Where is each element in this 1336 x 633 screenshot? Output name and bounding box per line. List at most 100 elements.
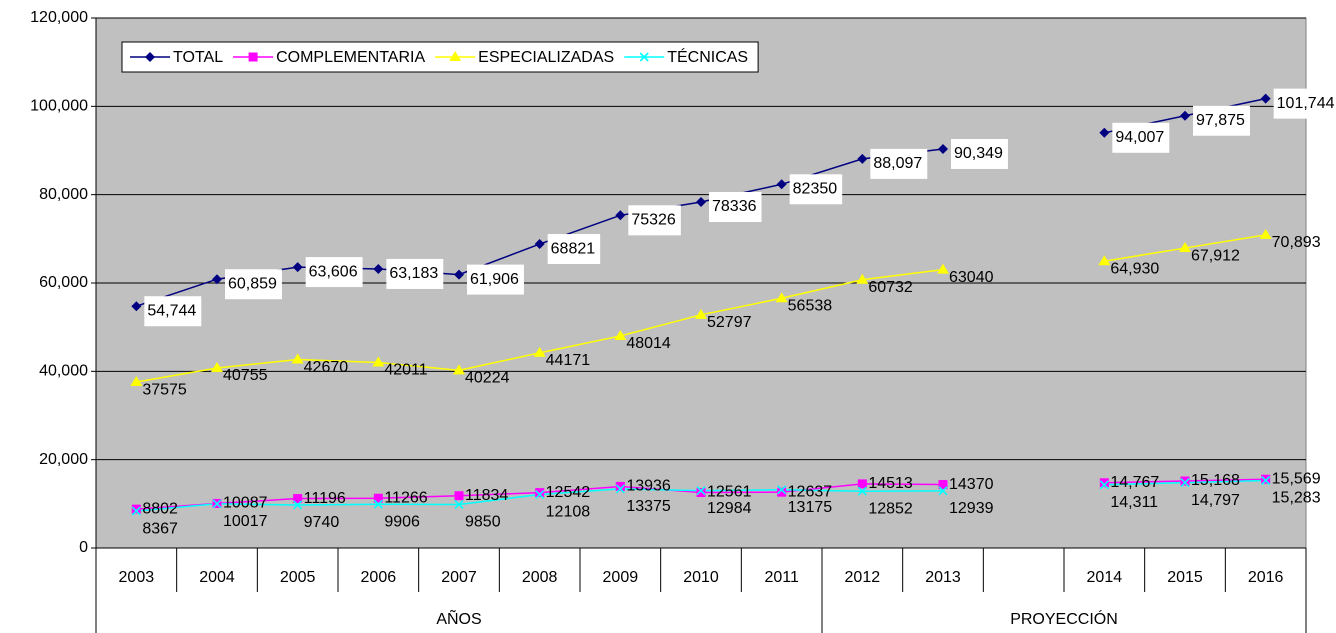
- data-point: [1259, 228, 1272, 239]
- data-label: 14,797: [1191, 492, 1240, 509]
- y-tick-label: 60,000: [39, 274, 88, 291]
- group-label: PROYECCIÓN: [1010, 609, 1118, 628]
- data-label-group: 78336: [709, 192, 762, 223]
- x-tick-label: 2013: [925, 569, 961, 586]
- data-point: [372, 356, 385, 367]
- data-label: 94,007: [1115, 129, 1164, 146]
- x-tick-label: 2003: [119, 569, 155, 586]
- data-label: 12108: [546, 504, 591, 521]
- data-point: [1261, 475, 1271, 486]
- legend-marker: [449, 51, 462, 61]
- data-point: [130, 376, 143, 387]
- data-label: 15,569: [1272, 470, 1321, 487]
- data-point: [615, 210, 626, 221]
- x-tick-label: 2012: [845, 569, 881, 586]
- data-label: 78336: [712, 198, 757, 215]
- data-point: [1261, 474, 1271, 484]
- data-label: 9740: [304, 514, 340, 531]
- x-tick-label: 2010: [683, 569, 719, 586]
- data-label-box: [1193, 105, 1250, 136]
- x-tick-label: 2016: [1248, 569, 1284, 586]
- data-label: 14513: [868, 475, 913, 492]
- data-label: 56538: [788, 298, 833, 315]
- data-point: [937, 263, 949, 274]
- data-point: [615, 484, 625, 494]
- legend-label: COMPLEMENTARIA: [276, 49, 425, 66]
- x-tick-label: 2014: [1087, 569, 1123, 586]
- data-label: 52797: [707, 314, 752, 331]
- data-point: [535, 489, 545, 500]
- data-label: 64,930: [1110, 260, 1159, 277]
- data-label-box: [1112, 122, 1170, 153]
- data-label-box: [467, 264, 524, 295]
- data-label-box: [951, 138, 1008, 169]
- data-label: 70,893: [1272, 234, 1321, 251]
- data-point: [212, 499, 222, 509]
- data-label: 88,097: [873, 155, 922, 172]
- legend-label: ESPECIALIZADAS: [478, 49, 614, 66]
- data-label: 48014: [626, 335, 671, 352]
- y-tick-label: 0: [79, 539, 88, 556]
- data-point: [776, 179, 787, 190]
- data-point: [777, 485, 787, 495]
- data-point: [1099, 127, 1110, 138]
- data-label-group: 54,744: [144, 296, 202, 327]
- x-tick-label: 2005: [280, 569, 316, 586]
- data-point: [1180, 476, 1190, 486]
- y-tick-label: 40,000: [39, 363, 88, 380]
- data-point: [454, 499, 464, 510]
- data-point: [293, 500, 303, 510]
- data-label-group: 63,606: [305, 257, 363, 288]
- data-label: 12637: [788, 483, 833, 500]
- data-point: [373, 499, 383, 509]
- x-tick-label: 2009: [603, 569, 639, 586]
- data-label: 10087: [223, 495, 268, 512]
- data-point: [212, 274, 222, 285]
- data-label-box: [386, 258, 444, 289]
- data-point: [938, 486, 948, 496]
- legend-marker: [248, 52, 258, 62]
- data-point: [291, 353, 304, 364]
- data-label: 12542: [546, 484, 591, 501]
- data-label: 40755: [223, 367, 268, 384]
- data-label: 75326: [631, 212, 676, 229]
- data-point: [1099, 480, 1109, 490]
- data-point: [131, 301, 142, 312]
- data-label: 97,875: [1196, 112, 1245, 129]
- data-label: 14,767: [1110, 474, 1159, 491]
- data-label-box: [1273, 88, 1336, 119]
- legend: TOTAL COMPLEMENTARIA ESPECIALIZADAS TÉCNICA…: [121, 41, 759, 73]
- data-label: 54,744: [147, 302, 196, 319]
- data-label-box: [305, 257, 363, 288]
- data-label: 9906: [384, 513, 420, 530]
- data-label-group: 63,183: [386, 258, 444, 289]
- x-tick-label: 2008: [522, 569, 558, 586]
- data-label: 37575: [142, 381, 187, 398]
- data-label-box: [144, 296, 202, 327]
- data-label: 8802: [142, 500, 178, 517]
- data-label-box: [225, 269, 282, 300]
- data-label-box: [547, 234, 601, 265]
- data-label: 63,606: [309, 263, 358, 280]
- data-label: 12561: [707, 484, 752, 501]
- data-label: 14,311: [1110, 494, 1158, 511]
- legend-marker: [145, 52, 155, 62]
- data-label-group: 60,859: [225, 269, 282, 300]
- data-label-group: 94,007: [1112, 122, 1170, 153]
- data-label: 9850: [465, 514, 501, 531]
- data-label-box: [789, 174, 843, 205]
- data-label: 68821: [551, 240, 596, 257]
- data-label: 13936: [626, 478, 671, 495]
- group-label: AÑOS: [436, 608, 481, 628]
- data-point: [857, 479, 867, 489]
- data-label: 60732: [868, 279, 913, 296]
- x-tick-label: 2011: [764, 569, 799, 586]
- data-point: [695, 308, 707, 319]
- data-label: 11196: [304, 490, 346, 507]
- data-label-group: 61,906: [467, 264, 524, 295]
- data-point: [1260, 93, 1271, 104]
- data-point: [292, 262, 303, 273]
- data-label-group: 68821: [547, 234, 601, 265]
- data-label-group: 101,744: [1273, 88, 1336, 119]
- data-label: 90,349: [954, 145, 1003, 162]
